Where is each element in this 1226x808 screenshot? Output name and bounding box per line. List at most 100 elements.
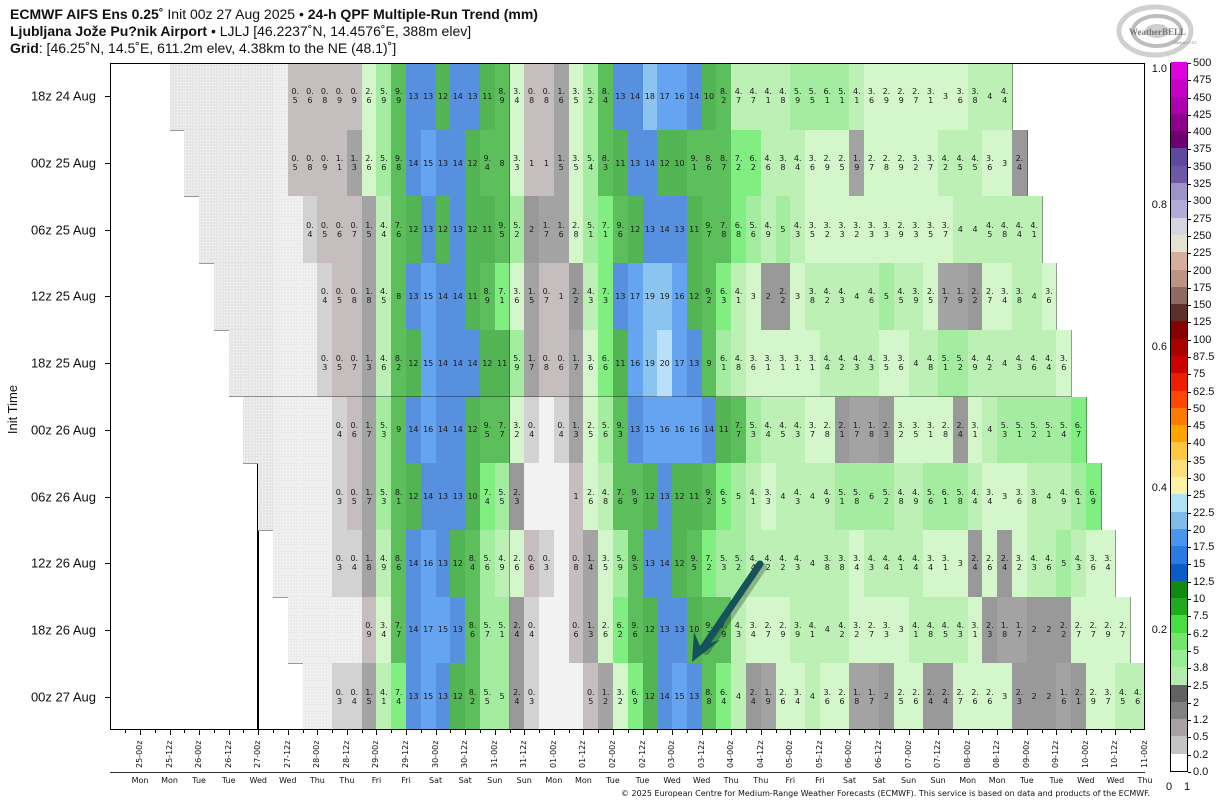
grid-label: Grid <box>10 40 39 56</box>
cell-value: 10 <box>467 492 478 502</box>
value-cell: 12 <box>465 396 481 465</box>
x-day-label: Wed <box>1106 776 1125 785</box>
value-cell: 2. 3 <box>982 596 999 665</box>
x-tick <box>125 730 127 733</box>
value-cell: 4. 5 <box>376 263 393 331</box>
value-cell: 7. 1 <box>494 263 511 331</box>
value-cell: 4. 4 <box>790 129 807 198</box>
value-cell: 0. 4 <box>302 196 319 265</box>
cell-value: 5. 2 <box>882 487 891 506</box>
value-cell: 9. 5 <box>686 529 703 598</box>
cell-value: 5. 1 <box>586 220 595 239</box>
cell-value: 1. 7 <box>365 420 373 439</box>
cell-value: 12 <box>674 492 685 502</box>
value-cell: 4. 3 <box>1071 529 1087 598</box>
cell-value: 9 <box>396 425 402 435</box>
value-cell: 4. 3 <box>790 396 807 465</box>
colorbar-tick <box>1188 754 1191 756</box>
cell-value: 14 <box>659 692 670 702</box>
value-cell: 3. 4 <box>997 263 1013 331</box>
cell-value: 3. 9 <box>793 620 802 639</box>
value-cell: 2. 4 <box>967 529 984 598</box>
value-cell: 16 <box>420 529 437 598</box>
cell-value: 2. 7 <box>764 620 772 639</box>
colorbar-tick <box>1188 374 1191 376</box>
colorbar-tick <box>1188 235 1191 237</box>
y-tick-label: 06z 26 Aug <box>30 489 96 505</box>
colorbar-band <box>1171 493 1187 512</box>
x-tick <box>864 730 866 733</box>
value-cell: 12 <box>657 129 674 198</box>
x-day-label: Wed <box>692 776 711 785</box>
x-tick-label: 28-12z <box>341 740 351 768</box>
value-cell: 12 <box>672 463 688 531</box>
value-cell: 4. 1 <box>760 64 777 131</box>
cell-value: 4 <box>1002 358 1008 368</box>
cell-value: 12 <box>674 558 685 568</box>
value-cell: 14 <box>465 329 481 398</box>
cell-value: 4. 2 <box>764 554 772 573</box>
colorbar-label: 500 <box>1193 57 1212 69</box>
value-cell: 17 <box>672 329 688 398</box>
value-cell: 4. 3 <box>790 463 807 531</box>
pending-cell <box>228 196 245 265</box>
value-cell: 3. 9 <box>790 596 807 665</box>
value-cell: 5 <box>494 663 511 729</box>
cell-value: 4. 7 <box>734 87 743 106</box>
value-cell: 4 <box>805 463 821 531</box>
cell-value: 4 <box>809 692 816 702</box>
value-cell: 4 <box>805 529 821 598</box>
x-tick-label: 07-12z <box>933 740 943 768</box>
cell-value: 7. 7 <box>498 420 506 439</box>
cell-value: 4. 3 <box>586 287 595 306</box>
value-cell: 9 <box>391 396 408 465</box>
cell-value: 4 <box>854 291 860 301</box>
cell-value: 13 <box>408 91 419 101</box>
colorbar-band <box>1171 303 1187 322</box>
value-cell: 14 <box>435 396 452 465</box>
value-cell: 0. 5 <box>332 329 348 398</box>
value-cell: 3. 4 <box>1100 529 1117 598</box>
pending-cell <box>273 396 289 465</box>
grid-info: : [46.25˚N, 14.5˚E, 611.2m elev, 4.38km … <box>38 40 397 56</box>
cell-value: 4. 1 <box>734 287 743 306</box>
value-cell: 2. 6 <box>509 529 526 598</box>
value-cell: 10 <box>686 596 703 665</box>
cell-value: 0. 4 <box>320 287 329 306</box>
colorbar <box>1170 61 1188 772</box>
value-cell: 12 <box>406 196 422 265</box>
pending-cell <box>317 396 334 465</box>
value-cell: 0. 4 <box>524 596 541 665</box>
cell-value: 1. 8 <box>867 420 876 439</box>
value-cell: 5. 3 <box>997 396 1013 465</box>
empty-cell <box>553 463 570 531</box>
pending-cell <box>199 196 215 265</box>
value-cell: 13 <box>657 463 674 531</box>
value-cell: 2. 6 <box>361 129 378 198</box>
cell-value: 4. 1 <box>1030 220 1038 239</box>
value-cell: 0. 4 <box>346 663 363 729</box>
value-cell: 5. 6 <box>745 196 762 265</box>
colorbar-band <box>1171 684 1187 702</box>
value-cell: 3. 8 <box>775 129 792 198</box>
colorbar-band <box>1171 545 1187 564</box>
value-cell: 4. 3 <box>834 263 851 331</box>
value-cell: 6. 6 <box>598 329 614 398</box>
cell-value: 4. 3 <box>793 554 802 573</box>
value-cell: 2. 6 <box>361 64 378 131</box>
colorbar-label: 2.5 <box>1193 679 1209 692</box>
colorbar-label: 3.8 <box>1193 662 1209 675</box>
value-cell: 2. 9 <box>1100 596 1117 665</box>
cell-value: 7. 1 <box>498 287 506 306</box>
value-cell: 3. 4 <box>509 64 526 131</box>
value-cell: 5. 2 <box>879 463 895 531</box>
value-cell: 1 <box>539 129 555 198</box>
value-cell: 2. 9 <box>819 129 836 198</box>
x-day-label: Sun <box>516 776 532 785</box>
value-cell: 13 <box>672 196 688 265</box>
value-cell: 11 <box>612 329 629 398</box>
value-cell: 4. 1 <box>731 263 747 331</box>
cell-value: 8. 7 <box>719 154 728 173</box>
colorbar-label: 250 <box>1193 229 1212 242</box>
pending-cell <box>258 329 274 398</box>
